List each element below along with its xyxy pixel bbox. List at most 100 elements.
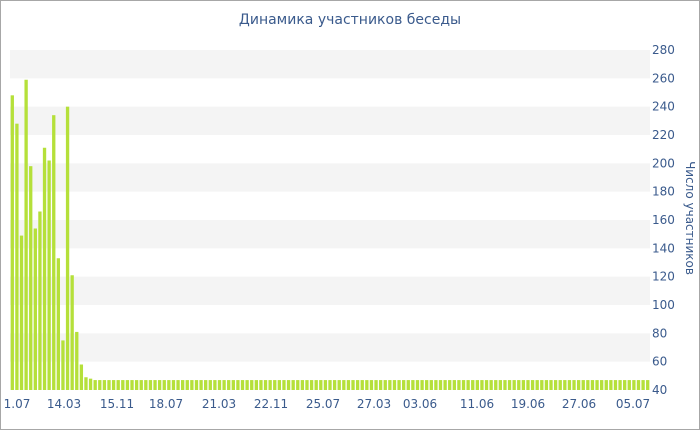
y-tick-label: 160 [652,213,675,227]
bar [171,380,176,390]
bar [402,380,406,390]
y-tick-label: 120 [652,270,675,284]
bar [190,380,194,390]
bar [494,380,498,390]
bar [245,380,249,390]
bar [429,380,433,390]
bar [632,380,636,390]
bar [581,380,585,390]
bar [52,115,56,391]
grid-band [10,106,650,135]
y-tick-label: 140 [652,241,675,255]
y-tick-label: 60 [652,355,667,369]
bar [181,380,185,390]
bar [540,380,544,390]
bar [609,380,613,390]
bar [480,380,484,390]
x-tick-label: 18.07 [149,397,183,411]
y-tick-label: 280 [652,43,675,57]
x-tick-label: 05.07 [616,397,650,411]
bar [388,380,392,390]
grid-band [10,220,650,249]
bar [250,380,254,390]
bar [337,380,341,390]
y-tick-label: 40 [652,383,667,397]
bar [457,380,461,390]
x-tick-label: 15.11 [100,397,134,411]
bar [425,380,429,390]
bar [194,380,199,390]
bar [47,160,51,390]
bar [484,380,489,390]
bar [342,380,346,390]
bar [415,380,420,390]
bar [217,380,222,390]
bar [530,380,535,390]
grid-band [10,333,650,362]
bar [263,380,268,390]
bar [521,380,526,390]
bar [309,380,314,390]
bar [641,380,645,390]
bar [84,377,88,390]
bar [420,380,424,390]
bar [369,380,374,390]
bar [111,380,116,390]
x-tick-label: 1.07 [4,397,31,411]
y-tick-label: 180 [652,185,675,199]
bar [503,380,507,390]
y-tick-label: 240 [652,100,675,114]
bar [65,106,70,391]
bar [323,380,328,390]
bar [613,380,618,390]
bar [365,380,369,390]
x-axis-ticks: 1.07 14.03 15.11 18.07 21.03 22.11 25.07 27.03 0… [4,397,651,411]
chart-title: Динамика участников беседы [238,12,462,28]
x-tick-label: 14.03 [47,397,81,411]
bar [452,380,456,390]
bar [544,380,549,390]
bar [116,380,120,390]
bar [507,380,512,390]
bar [19,235,24,390]
bar [567,380,572,390]
x-tick-label: 25.07 [306,397,340,411]
bar [319,380,323,390]
bar [553,380,558,390]
bar [406,380,410,390]
bar [213,380,217,390]
bar [286,380,291,390]
bar [79,364,84,390]
bar [208,380,212,390]
bar [282,380,286,390]
bar [157,380,162,390]
bar [24,79,28,390]
bar [240,380,245,390]
bar [33,228,37,390]
bar [148,380,153,390]
bar [627,380,631,390]
bar [254,380,258,390]
bar [305,380,309,390]
bar [29,166,33,390]
bar [383,380,387,390]
bar [88,378,93,390]
bar [162,380,166,390]
bar [300,380,305,390]
bar [600,380,604,390]
bar [227,380,231,390]
bar [38,211,42,390]
bar [636,380,641,390]
bar [397,380,401,390]
bar [443,380,447,390]
bar [595,380,599,390]
bar [70,275,74,390]
bar [102,380,107,390]
bar [144,380,148,390]
bar [296,380,300,390]
bar [332,380,337,390]
bar [121,380,125,390]
bar [563,380,567,390]
bar [512,380,516,390]
